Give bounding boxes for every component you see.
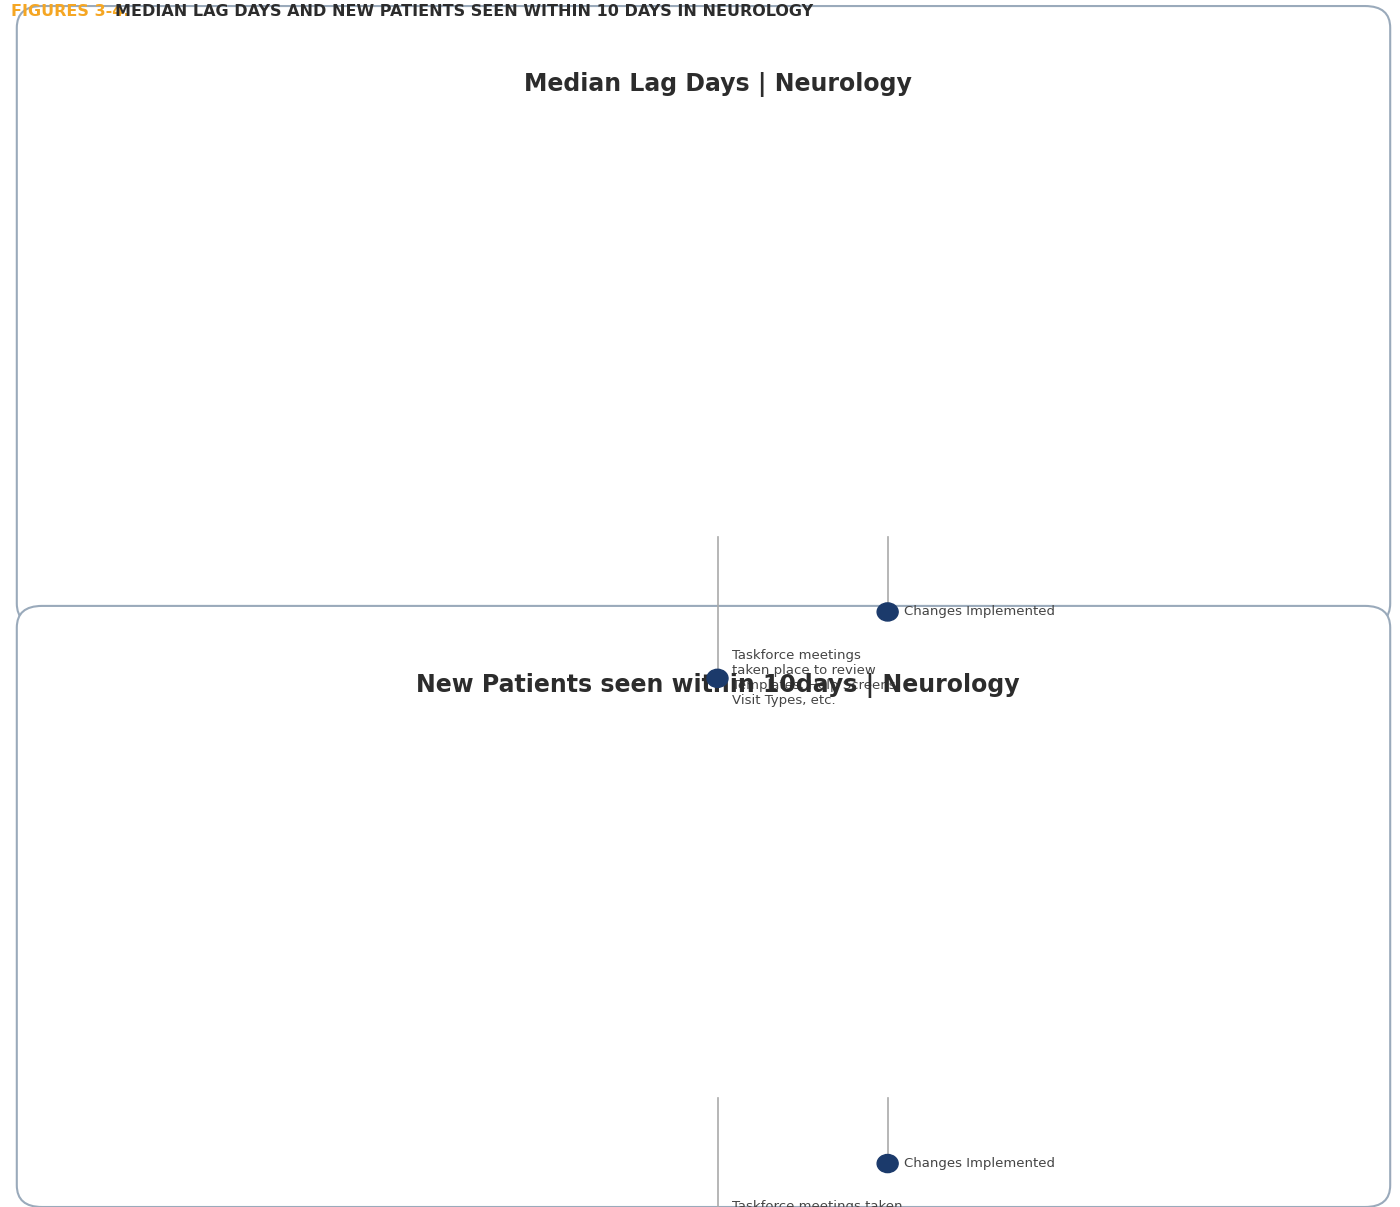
Text: 25: 25 — [1218, 409, 1238, 425]
Text: Median Lag Days | Neurology: Median Lag Days | Neurology — [524, 71, 911, 97]
Text: 26.89%: 26.89% — [350, 867, 405, 882]
Bar — [841, 288, 934, 537]
Text: 62: 62 — [1049, 249, 1067, 264]
Text: 23.93%: 23.93% — [519, 891, 575, 905]
Bar — [160, 321, 253, 537]
Bar — [501, 909, 594, 1098]
Text: 28.31%: 28.31% — [1030, 856, 1085, 870]
Legend: Median Lag, Benchmark: Median Lag, Benchmark — [582, 113, 853, 140]
Text: 26.32%: 26.32% — [860, 871, 916, 887]
Text: 46: 46 — [368, 319, 386, 333]
Text: 31.75%: 31.75% — [1200, 828, 1256, 844]
Bar — [330, 885, 424, 1098]
Bar — [671, 915, 764, 1098]
Bar — [841, 890, 934, 1098]
Bar — [1182, 428, 1275, 537]
Text: 23.14%: 23.14% — [690, 897, 745, 911]
Text: 23.85%: 23.85% — [179, 891, 235, 906]
Text: 50: 50 — [708, 301, 727, 316]
Bar — [1182, 846, 1275, 1098]
Bar — [501, 303, 594, 537]
Text: MEDIAN LAG DAYS AND NEW PATIENTS SEEN WITHIN 10 DAYS IN NEUROLOGY: MEDIAN LAG DAYS AND NEW PATIENTS SEEN WI… — [115, 4, 813, 18]
Text: 54: 54 — [538, 284, 557, 299]
Text: Changes Implemented: Changes Implemented — [904, 1158, 1056, 1170]
Bar — [160, 909, 253, 1098]
Text: 50: 50 — [197, 301, 217, 316]
Text: Changes Implemented: Changes Implemented — [904, 606, 1056, 618]
Text: Taskforce meetings taken
place to review templates,
Help Screens, Visit Types, e: Taskforce meetings taken place to review… — [732, 1200, 931, 1207]
Bar — [1011, 874, 1105, 1098]
Legend: % New Patients, Benchmarks: % New Patients, Benchmarks — [564, 719, 871, 746]
Bar — [330, 338, 424, 537]
Text: FIGURES 3-4.: FIGURES 3-4. — [11, 4, 130, 18]
Bar — [1011, 268, 1105, 537]
Text: 57.5: 57.5 — [871, 269, 904, 284]
Text: New Patients seen within 10days | Neurology: New Patients seen within 10days | Neurol… — [416, 672, 1019, 698]
Bar — [671, 321, 764, 537]
Text: Taskforce meetings
taken place to review
Templates, Help Screens,
Visit Types, e: Taskforce meetings taken place to review… — [732, 649, 899, 707]
